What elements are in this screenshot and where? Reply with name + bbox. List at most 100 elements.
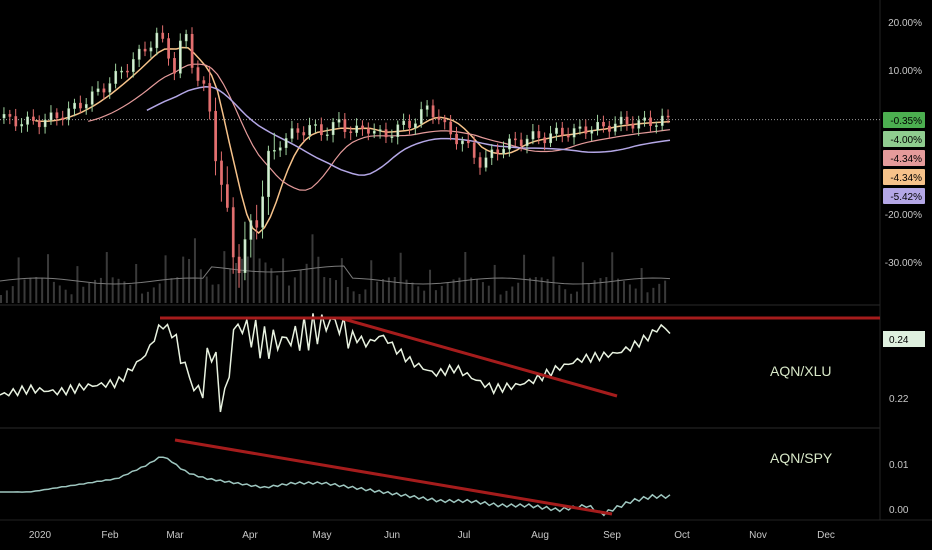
volume-bar	[493, 264, 496, 303]
volume-bar	[575, 291, 578, 303]
candle-body	[267, 150, 270, 197]
value-tag-label: -4.34%	[890, 173, 922, 184]
value-tag-label: -4.34%	[890, 154, 922, 165]
volume-bar	[517, 282, 520, 303]
candle-body	[290, 128, 294, 139]
candle-body	[572, 128, 576, 138]
candle-body	[343, 119, 347, 132]
candle-body	[167, 38, 170, 59]
volume-bar	[52, 281, 55, 303]
volume-bar	[5, 290, 8, 303]
value-tag-label: -4.00%	[890, 135, 922, 146]
volume-bar	[176, 277, 179, 303]
candle-body	[190, 33, 194, 68]
candle-body	[455, 133, 458, 145]
candle-body	[525, 138, 529, 146]
volume-bar	[293, 277, 296, 303]
volume-bar	[252, 231, 255, 303]
time-axis-tick-label: Mar	[166, 530, 184, 541]
time-axis-tick-label: May	[313, 530, 332, 541]
volume-bar	[387, 277, 390, 303]
volume-bar	[217, 284, 220, 303]
time-axis-tick-label: 2020	[29, 530, 52, 541]
candle-body	[490, 149, 494, 159]
candle-body	[561, 127, 564, 136]
volume-bar	[99, 277, 102, 303]
ma-line-purple	[146, 85, 671, 176]
aqn-xlu-line	[0, 313, 671, 413]
volume-bar	[358, 294, 361, 303]
candle-body	[390, 136, 394, 138]
candle-body	[102, 88, 106, 93]
volume-bar	[329, 277, 332, 303]
time-axis-tick-label: Jun	[384, 530, 400, 541]
candle-body	[231, 207, 235, 258]
volume-bar	[640, 268, 643, 303]
volume-bar	[70, 294, 73, 303]
volume-bar	[141, 293, 144, 303]
volume-bar	[282, 258, 285, 303]
candle-body	[378, 129, 382, 132]
volume-bar	[593, 280, 596, 303]
volume-bar	[399, 252, 402, 303]
candle-body	[296, 128, 300, 133]
time-axis-tick-label: Feb	[101, 530, 119, 541]
time-axis-tick-label: Nov	[749, 530, 767, 541]
candle-body	[184, 33, 188, 42]
candle-body	[608, 125, 611, 132]
volume-bar	[0, 295, 2, 303]
candle-body	[666, 115, 670, 118]
volume-bar	[229, 268, 232, 303]
candle-body	[273, 150, 276, 152]
price-axis-tick-label: 20.00%	[888, 18, 922, 29]
volume-bar	[258, 258, 261, 303]
volume-bar	[211, 284, 214, 303]
candle-body	[61, 117, 65, 120]
volume-bar	[464, 252, 467, 303]
time-axis-tick-label: Sep	[603, 530, 621, 541]
aqn-xlu-title: AQN/XLU	[770, 363, 831, 379]
candle-body	[602, 121, 605, 127]
candle-body	[32, 116, 35, 122]
candle-body	[114, 70, 118, 84]
candle-body	[584, 126, 588, 134]
candle-body	[308, 125, 312, 136]
candle-body	[331, 122, 335, 135]
candle-body	[302, 132, 306, 136]
candle-body	[461, 140, 464, 145]
candle-body	[496, 149, 500, 154]
candle-body	[643, 117, 647, 121]
volume-bar	[335, 280, 337, 303]
candle-body	[73, 102, 76, 109]
candle-body	[120, 70, 123, 73]
candle-body	[519, 139, 523, 146]
candle-body	[514, 138, 517, 141]
candle-body	[37, 120, 41, 128]
candle-body	[372, 130, 376, 134]
candle-body	[508, 138, 511, 150]
candle-body	[414, 123, 417, 128]
candle-body	[208, 83, 212, 112]
volume-bar	[423, 290, 426, 303]
volume-bar	[411, 282, 414, 303]
time-axis-tick-label: Jul	[458, 530, 471, 541]
volume-bar	[270, 268, 273, 303]
candle-body	[396, 124, 400, 137]
volume-bar	[276, 275, 279, 303]
volume-bar	[193, 238, 196, 303]
volume-bar	[135, 264, 138, 303]
candle-body	[149, 47, 153, 52]
volume-bar	[35, 277, 38, 303]
volume-bar	[305, 263, 308, 303]
volume-bar	[352, 291, 355, 303]
volume-bar	[88, 282, 91, 303]
candle-body	[261, 196, 264, 228]
volume-bar	[405, 279, 408, 303]
volume-bar	[82, 286, 85, 303]
candle-body	[437, 116, 441, 120]
volume-bar	[11, 286, 14, 303]
volume-bar	[534, 277, 537, 303]
volume-bar	[158, 283, 161, 303]
volume-bar	[487, 285, 490, 303]
candle-body	[361, 125, 364, 129]
